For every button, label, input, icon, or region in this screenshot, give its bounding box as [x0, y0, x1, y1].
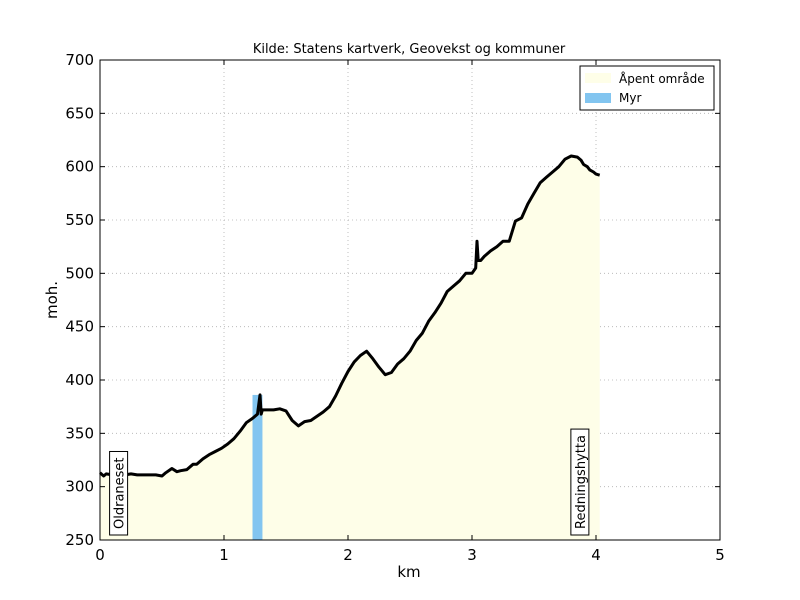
legend: Åpent område Myr: [579, 65, 715, 111]
chart-title: Kilde: Statens kartverk, Geovekst og kom…: [253, 42, 566, 57]
y-tick-label: 450: [65, 318, 94, 336]
annotation-box: [109, 450, 129, 536]
open-area-fill: [100, 156, 600, 540]
axes-frame: [99, 59, 721, 541]
annotation-label: Oldraneset: [113, 457, 128, 529]
y-tick-label: 500: [65, 264, 94, 282]
x-tick-label: 0: [95, 546, 105, 564]
x-tick-label: 5: [715, 546, 725, 564]
x-axis-label: km: [397, 563, 420, 581]
y-tick-label: 550: [65, 211, 94, 229]
myr-region: [252, 394, 263, 540]
y-axis: 250 300 350 400 450 500 550 600 650 700: [65, 51, 720, 549]
x-tick-label: 3: [467, 546, 477, 564]
legend-swatch-open-area: [585, 73, 611, 83]
y-tick-label: 400: [65, 371, 94, 389]
annotation-box: [570, 428, 590, 536]
legend-swatch-myr: [585, 93, 611, 103]
x-axis: 0 1 2 3 4 5: [95, 60, 725, 564]
y-tick-label: 600: [65, 158, 94, 176]
y-tick-label: 700: [65, 51, 94, 69]
x-tick-label: 1: [219, 546, 229, 564]
x-tick-label: 4: [591, 546, 601, 564]
annotation-redningshytta: Redningshytta: [570, 428, 590, 536]
legend-label-myr: Myr: [619, 91, 641, 105]
y-tick-label: 650: [65, 104, 94, 122]
plot-area: [99, 59, 721, 541]
x-tick-label: 2: [343, 546, 353, 564]
y-tick-label: 350: [65, 424, 94, 442]
elevation-line: [99, 154, 601, 478]
annotation-oldraneset: Oldraneset: [109, 450, 129, 536]
y-axis-label: moh.: [43, 281, 61, 319]
annotation-label: Redningshytta: [574, 435, 589, 529]
location-annotations: Oldraneset Redningshytta: [109, 428, 590, 536]
legend-label-open-area: Åpent område: [619, 71, 705, 86]
y-tick-label: 250: [65, 531, 94, 549]
y-tick-label: 300: [65, 478, 94, 496]
